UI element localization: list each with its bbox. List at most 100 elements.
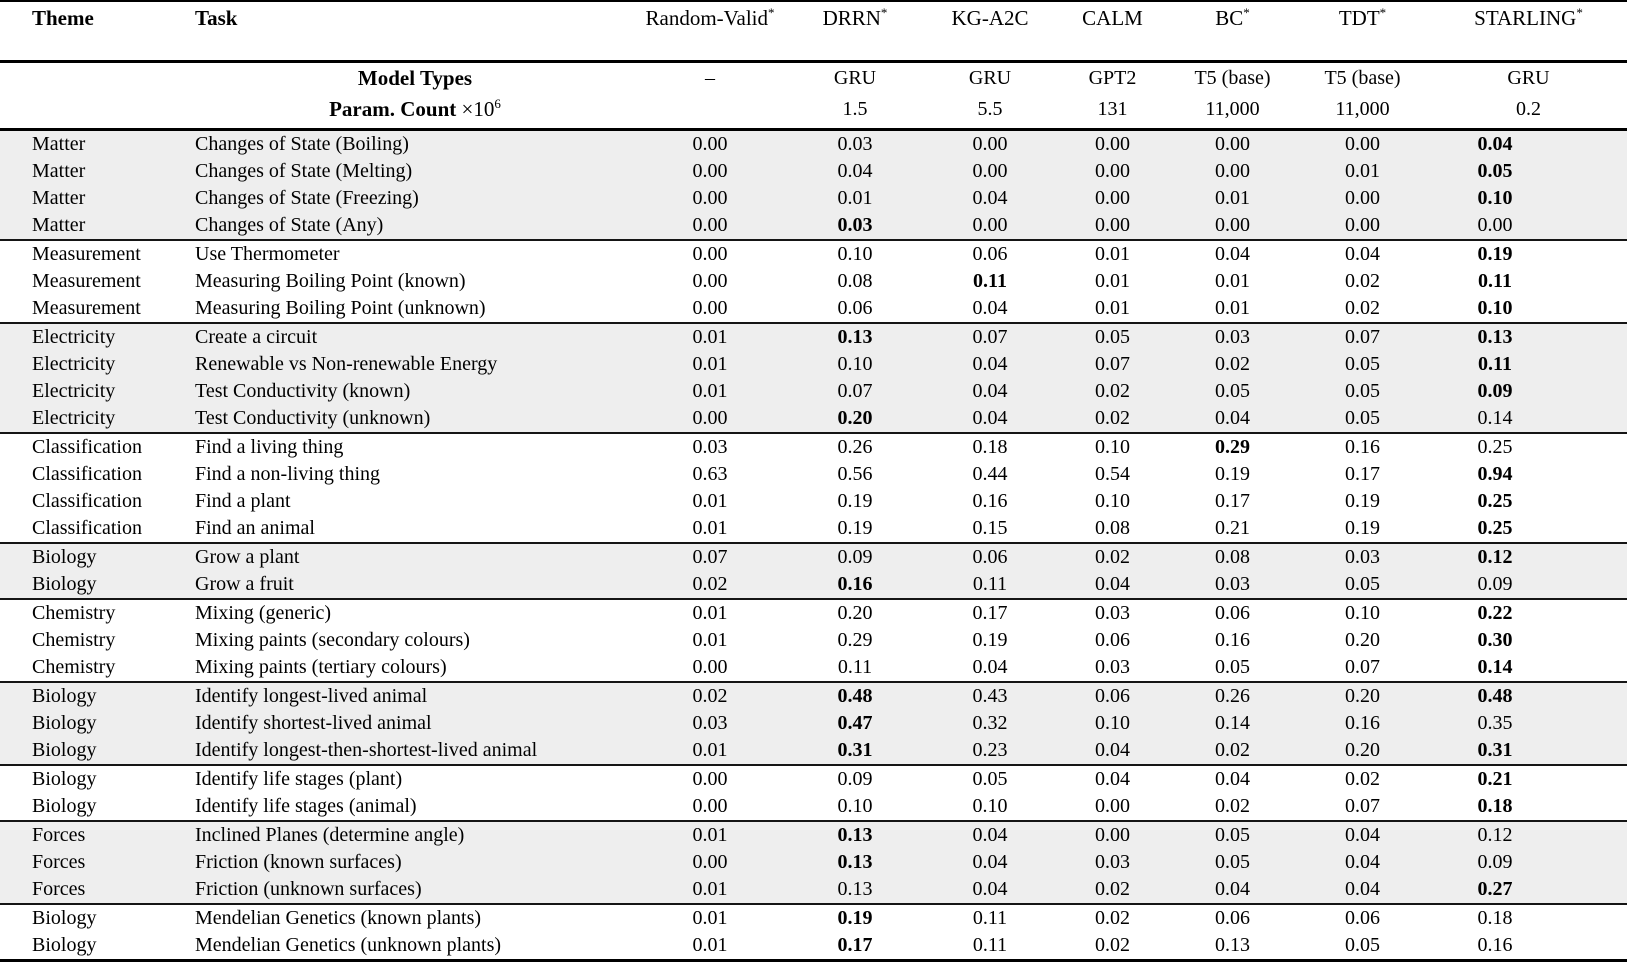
value-cell: 0.20: [1345, 629, 1380, 651]
value-cell: 0.05: [1295, 378, 1430, 405]
theme-cell: Biology: [0, 682, 195, 710]
col-header-bc: BC*: [1170, 1, 1295, 63]
value-cell: 0.16: [1215, 629, 1250, 651]
value-cell: 0.07: [1295, 793, 1430, 822]
value-cell: 0.05: [1170, 849, 1295, 876]
value-cell: 0.13: [785, 821, 925, 849]
theme-cell: Biology: [32, 934, 97, 956]
value-cell: 0.02: [1095, 907, 1130, 929]
value-cell: 0.05: [1170, 378, 1295, 405]
asterisk-mark: *: [880, 5, 888, 20]
value-cell: 0.06: [1215, 907, 1250, 929]
value-cell: 0.04: [1055, 571, 1170, 600]
table-row: Chemistry Mixing paints (tertiary colours…: [0, 654, 1627, 683]
value-cell: 0.20: [1295, 682, 1430, 710]
value-cell: 0.04: [925, 849, 1055, 876]
value-cell: 0.11: [972, 934, 1008, 956]
value-cell: 0.19: [1295, 515, 1430, 544]
value-cell: 0.13: [785, 323, 925, 351]
col-header-tdt: TDT*: [1295, 1, 1430, 63]
theme-cell: Biology: [32, 907, 97, 929]
value-cell: 0.09: [1430, 378, 1627, 405]
table-row: Biology Grow a fruit 0.02 0.16 0.11 0.04 0.03 0…: [0, 571, 1627, 600]
theme-cell: Biology: [0, 543, 195, 571]
value-cell: 0.04: [1055, 737, 1170, 766]
value-cell: 0.02: [1345, 270, 1380, 292]
value-cell: 0.05: [1345, 934, 1380, 956]
value-cell: 0.00: [1295, 185, 1430, 212]
value-cell: 0.02: [635, 571, 785, 600]
value-cell: 0.04: [925, 351, 1055, 378]
value-cell: 0.02: [1055, 378, 1170, 405]
value-cell: 0.19: [972, 629, 1008, 651]
empty-cell: [0, 62, 195, 95]
task-cell: Find an animal: [195, 515, 635, 544]
table-row: Forces Friction (unknown surfaces) 0.01 0.1…: [0, 876, 1627, 905]
value-cell: 0.01: [635, 737, 785, 766]
value-cell: 0.16: [972, 490, 1008, 512]
task-cell: Mendelian Genetics (unknown plants): [195, 934, 502, 956]
value-cell: 0.10: [925, 793, 1055, 822]
col-header-kg-a2c: KG-A2C: [925, 1, 1055, 63]
value-cell: 0.10: [1430, 185, 1627, 212]
value-cell: 0.06: [785, 295, 925, 324]
table-row: Chemistry Mixing (generic) 0.01 0.20 0.17 0.0…: [0, 599, 1627, 627]
param-count-cell: 131: [1055, 94, 1170, 131]
value-cell: 0.03: [1295, 543, 1430, 571]
value-cell: 0.18: [1430, 793, 1627, 822]
value-cell: 0.09: [1430, 849, 1627, 876]
value-cell: 0.01: [785, 185, 925, 212]
value-cell: 0.03: [1055, 654, 1170, 683]
theme-cell: Measurement: [32, 243, 141, 265]
task-cell: Identify longest-then-shortest-lived ani…: [195, 737, 635, 766]
value-cell: 0.13: [785, 876, 925, 905]
value-cell: 0.03: [1170, 571, 1295, 600]
table-row: Forces Inclined Planes (determine angle) 0…: [0, 821, 1627, 849]
value-cell: 0.14: [1170, 710, 1295, 737]
value-cell: 0.22: [1477, 602, 1513, 624]
task-cell: Test Conductivity (known): [195, 378, 635, 405]
value-cell: 0.17: [1345, 463, 1380, 485]
value-cell: 0.19: [1345, 490, 1380, 512]
value-cell: 0.17: [837, 934, 873, 956]
value-cell: 0.04: [925, 821, 1055, 849]
value-cell: 0.07: [1055, 351, 1170, 378]
value-cell: 0.15: [925, 515, 1055, 544]
value-cell: 0.16: [785, 571, 925, 600]
table-row: Biology Identify shortest-lived animal 0.0…: [0, 710, 1627, 737]
value-cell: 0.01: [692, 907, 728, 929]
value-cell: 0.10: [785, 793, 925, 822]
value-cell: 0.00: [1055, 793, 1170, 822]
value-cell: 0.01: [692, 934, 728, 956]
value-cell: 0.04: [1215, 243, 1250, 265]
value-cell: 0.19: [837, 907, 873, 929]
task-cell: Mendelian Genetics (known plants): [195, 907, 482, 929]
table-row: Biology Mendelian Genetics (unknown plant…: [0, 932, 1627, 961]
value-cell: 0.05: [1295, 405, 1430, 434]
value-cell: 0.19: [1215, 463, 1250, 485]
col-header-random-valid: Random-Valid*: [635, 1, 785, 63]
value-cell: 0.01: [692, 602, 728, 624]
theme-cell: Chemistry: [32, 602, 116, 624]
theme-cell: Forces: [0, 821, 195, 849]
value-cell: 0.17: [1215, 490, 1250, 512]
task-cell: Measuring Boiling Point (unknown): [195, 295, 635, 324]
value-cell: 0.19: [785, 515, 925, 544]
table-row: Biology Identify life stages (animal) 0.00…: [0, 793, 1627, 822]
param-count-label: Param. Count ×106: [195, 94, 635, 131]
value-cell: 0.48: [785, 682, 925, 710]
task-cell: Grow a fruit: [195, 571, 635, 600]
value-cell: 0.02: [1170, 737, 1295, 766]
param-count-cell: 11,000: [1170, 94, 1295, 131]
task-cell: Use Thermometer: [195, 243, 340, 265]
value-cell: 0.25: [1430, 515, 1627, 544]
value-cell: 0.06: [1345, 907, 1380, 929]
theme-cell: Biology: [0, 737, 195, 766]
table-row: Matter Changes of State (Melting) 0.00 0.04…: [0, 158, 1627, 185]
table-row: Measurement Measuring Boiling Point (unkn…: [0, 295, 1627, 324]
value-cell: 0.05: [1295, 571, 1430, 600]
table-row: Classification Find a living thing 0.03 0.2…: [0, 433, 1627, 461]
theme-cell: Classification: [0, 515, 195, 544]
value-cell: 0.10: [1095, 490, 1130, 512]
value-cell: 0.21: [1170, 515, 1295, 544]
